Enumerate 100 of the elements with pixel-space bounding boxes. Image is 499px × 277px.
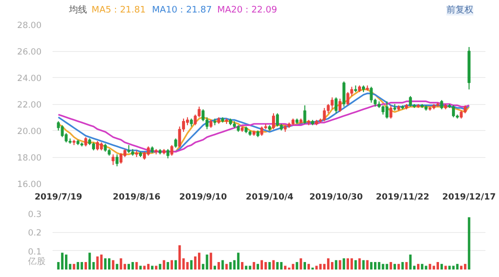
- text: 亿股: [28, 256, 46, 268]
- y-tick-label: 28.00: [17, 21, 42, 31]
- candlestick: [260, 126, 264, 136]
- bar: [84, 262, 87, 270]
- bar: [307, 264, 310, 270]
- candlestick: [342, 80, 346, 108]
- candlestick: [385, 100, 388, 120]
- bar: [397, 264, 400, 270]
- bar: [256, 264, 260, 270]
- y-tick-label: 26.00: [17, 48, 42, 58]
- bar: [394, 264, 396, 270]
- text: MA20 : 22.09: [217, 6, 278, 16]
- bar: [417, 264, 420, 270]
- y-tick-label: 24.00: [17, 74, 42, 84]
- bar: [280, 262, 283, 270]
- bar: [444, 266, 447, 270]
- bar: [194, 256, 196, 270]
- bar: [178, 245, 181, 270]
- bar: [432, 266, 436, 270]
- candlestick: [96, 140, 99, 151]
- bar: [304, 262, 306, 270]
- bar: [374, 262, 376, 270]
- bar: [244, 266, 248, 270]
- text: 前复权: [446, 4, 474, 16]
- legend-title: 均线: [68, 4, 87, 16]
- y-tick-label: 20.00: [17, 127, 42, 137]
- bar: [151, 266, 154, 270]
- bar: [358, 258, 361, 270]
- candlestick: [440, 100, 444, 110]
- bar: [135, 262, 138, 270]
- bar: [300, 258, 302, 270]
- bar: [350, 258, 353, 270]
- bar: [334, 260, 338, 270]
- x-tick-label: 2019/10/4: [246, 192, 294, 202]
- x-tick-label: 2019/11/22: [376, 192, 430, 202]
- candlestick: [382, 104, 384, 116]
- bar: [428, 264, 432, 270]
- bar: [440, 264, 443, 270]
- bar: [436, 262, 439, 270]
- candlestick: [166, 148, 170, 159]
- bar: [260, 260, 263, 270]
- candlestick: [370, 86, 373, 104]
- candlestick: [338, 98, 342, 112]
- text: MA10 : 21.87: [152, 6, 212, 16]
- bar: [276, 262, 279, 270]
- bar: [186, 262, 189, 270]
- bar: [170, 260, 174, 270]
- bar: [131, 262, 134, 270]
- y-tick-label: 16.00: [17, 180, 42, 190]
- bar: [292, 264, 294, 270]
- bar: [420, 264, 424, 270]
- candlestick: [330, 96, 334, 110]
- bar: [264, 262, 267, 270]
- bar: [354, 260, 357, 270]
- bar: [225, 264, 228, 270]
- x-tick-label: 2019/8/16: [112, 192, 160, 202]
- candlestick: [170, 144, 174, 156]
- x-tick-label: 2019/7/19: [34, 192, 82, 202]
- bar: [100, 254, 103, 270]
- x-tick-label: 2019/10/30: [309, 192, 363, 202]
- bar: [198, 252, 200, 270]
- bar: [468, 217, 470, 270]
- candlestick: [146, 146, 150, 156]
- bar: [143, 266, 146, 270]
- bar: [327, 258, 330, 270]
- candlestick: [84, 136, 88, 147]
- candlestick: [112, 154, 115, 166]
- y-tick-label: 22.00: [17, 100, 42, 110]
- bar: [330, 262, 334, 270]
- bar: [116, 264, 118, 270]
- candlestick: [334, 96, 338, 114]
- text: MA5 : 21.81: [92, 6, 146, 16]
- bar: [370, 262, 372, 270]
- bar: [460, 266, 462, 270]
- bar: [284, 266, 286, 270]
- candlestick: [116, 154, 118, 167]
- bar: [362, 260, 365, 270]
- bar: [190, 260, 193, 270]
- bar: [147, 264, 150, 270]
- bar: [158, 264, 162, 270]
- bar: [76, 262, 80, 270]
- bar: [456, 264, 459, 270]
- bar: [218, 262, 220, 270]
- bar: [128, 264, 130, 270]
- bar: [342, 258, 346, 270]
- bar: [424, 266, 428, 270]
- bar: [221, 260, 224, 270]
- x-tick-label: 2019/9/10: [179, 192, 227, 202]
- bar: [346, 258, 350, 270]
- bar: [61, 252, 64, 270]
- bar: [268, 262, 271, 270]
- y-tick-label: 18.00: [17, 154, 42, 164]
- bar: [166, 262, 170, 270]
- bar: [214, 266, 216, 270]
- candlestick: [303, 104, 306, 124]
- y-tick-label: 0.3: [28, 210, 42, 220]
- y-tick-label: 0.2: [28, 228, 42, 239]
- bar: [120, 258, 122, 270]
- bar: [386, 264, 388, 270]
- bar: [366, 260, 369, 270]
